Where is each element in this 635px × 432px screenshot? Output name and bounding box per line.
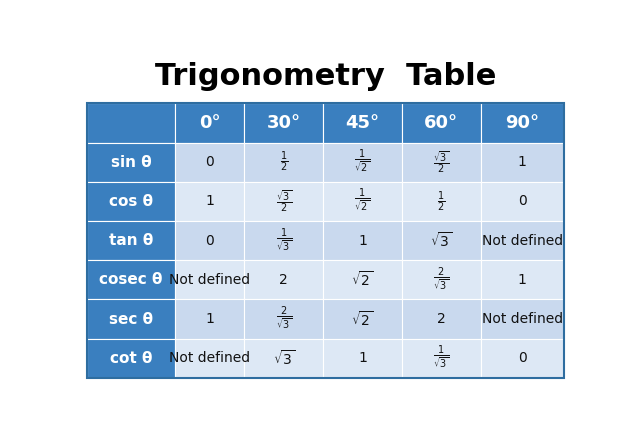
Bar <box>244 103 323 143</box>
Text: 1: 1 <box>205 312 214 326</box>
Bar <box>175 260 244 299</box>
Bar <box>244 299 323 339</box>
Bar <box>481 221 564 260</box>
Bar <box>175 339 244 378</box>
Text: cos θ: cos θ <box>109 194 153 209</box>
Text: $\sqrt{3}$: $\sqrt{3}$ <box>430 231 452 250</box>
Text: $\frac{\sqrt{3}}{2}$: $\frac{\sqrt{3}}{2}$ <box>433 149 449 175</box>
Bar <box>87 103 564 378</box>
Bar <box>87 221 175 260</box>
Bar <box>87 143 175 182</box>
Text: tan θ: tan θ <box>109 233 153 248</box>
Bar <box>87 299 175 339</box>
Bar <box>402 260 481 299</box>
Bar <box>323 260 402 299</box>
Bar <box>481 339 564 378</box>
Text: 1: 1 <box>518 273 527 287</box>
Text: 45°: 45° <box>345 114 380 132</box>
Bar <box>87 339 175 378</box>
Bar <box>402 221 481 260</box>
Bar <box>175 182 244 221</box>
Text: $\frac{1}{\sqrt{3}}$: $\frac{1}{\sqrt{3}}$ <box>276 226 291 255</box>
Bar <box>402 182 481 221</box>
Text: 1: 1 <box>358 234 367 248</box>
Text: $\sqrt{2}$: $\sqrt{2}$ <box>351 270 373 289</box>
Bar <box>402 299 481 339</box>
Text: sec θ: sec θ <box>109 311 153 327</box>
Text: 0: 0 <box>205 234 214 248</box>
Bar <box>323 299 402 339</box>
Text: $\frac{2}{\sqrt{3}}$: $\frac{2}{\sqrt{3}}$ <box>276 305 291 333</box>
Bar <box>244 339 323 378</box>
Bar <box>244 143 323 182</box>
Bar <box>481 182 564 221</box>
Text: 60°: 60° <box>424 114 458 132</box>
Bar <box>323 182 402 221</box>
Text: Trigonometry  Table: Trigonometry Table <box>155 62 496 91</box>
Bar <box>87 103 175 143</box>
Text: $\frac{1}{\sqrt{2}}$: $\frac{1}{\sqrt{2}}$ <box>354 187 370 216</box>
Text: 1: 1 <box>205 194 214 208</box>
Text: 0: 0 <box>518 351 526 365</box>
Text: 2: 2 <box>279 273 288 287</box>
Bar <box>402 103 481 143</box>
Text: Not defined: Not defined <box>482 312 563 326</box>
Text: 0°: 0° <box>199 114 220 132</box>
Bar <box>481 143 564 182</box>
Text: 2: 2 <box>437 312 446 326</box>
Text: $\frac{1}{\sqrt{3}}$: $\frac{1}{\sqrt{3}}$ <box>433 344 449 372</box>
Text: Not defined: Not defined <box>169 351 250 365</box>
Bar <box>481 260 564 299</box>
Bar <box>175 143 244 182</box>
Bar <box>481 103 564 143</box>
Bar <box>175 221 244 260</box>
Bar <box>323 103 402 143</box>
Text: Not defined: Not defined <box>482 234 563 248</box>
Text: cot θ: cot θ <box>110 351 152 366</box>
Text: $\frac{1}{\sqrt{2}}$: $\frac{1}{\sqrt{2}}$ <box>354 148 370 176</box>
Text: $\frac{\sqrt{3}}{2}$: $\frac{\sqrt{3}}{2}$ <box>276 188 291 214</box>
Text: cosec θ: cosec θ <box>99 272 163 287</box>
Text: sin θ: sin θ <box>110 155 151 170</box>
Text: 1: 1 <box>518 155 527 169</box>
Bar <box>244 260 323 299</box>
Text: 30°: 30° <box>267 114 301 132</box>
Text: 1: 1 <box>358 351 367 365</box>
Bar <box>175 103 244 143</box>
Text: $\sqrt{3}$: $\sqrt{3}$ <box>272 349 295 368</box>
Bar <box>87 260 175 299</box>
Bar <box>244 221 323 260</box>
Text: $\frac{1}{2}$: $\frac{1}{2}$ <box>279 150 288 175</box>
Bar <box>323 143 402 182</box>
Bar <box>244 182 323 221</box>
Text: 90°: 90° <box>505 114 539 132</box>
Text: 0: 0 <box>205 155 214 169</box>
Text: $\frac{1}{2}$: $\frac{1}{2}$ <box>437 189 445 213</box>
Bar <box>402 339 481 378</box>
Text: $\frac{2}{\sqrt{3}}$: $\frac{2}{\sqrt{3}}$ <box>433 266 449 294</box>
Bar <box>481 299 564 339</box>
Bar <box>323 339 402 378</box>
Text: 0: 0 <box>518 194 526 208</box>
Text: $\sqrt{2}$: $\sqrt{2}$ <box>351 310 373 328</box>
Bar <box>87 182 175 221</box>
Text: Not defined: Not defined <box>169 273 250 287</box>
Bar <box>175 299 244 339</box>
Bar <box>323 221 402 260</box>
Bar <box>402 143 481 182</box>
